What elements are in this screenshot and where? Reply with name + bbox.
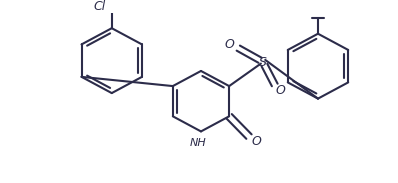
Text: O: O [251,135,261,147]
Text: NH: NH [189,138,206,148]
Text: Cl: Cl [94,0,106,13]
Text: O: O [276,84,286,97]
Text: O: O [224,38,234,51]
Text: S: S [259,56,267,69]
